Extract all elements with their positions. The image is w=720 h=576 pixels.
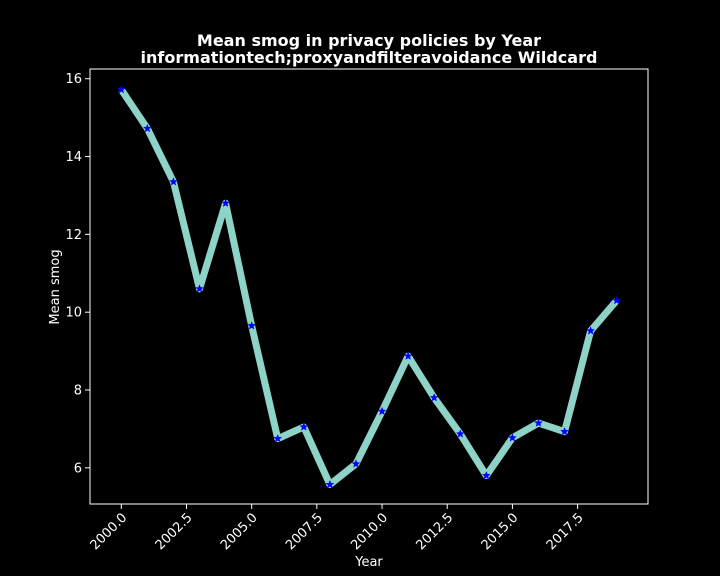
- data-point-star: [507, 433, 517, 442]
- data-point-star: [612, 295, 622, 305]
- data-point-star: [560, 426, 570, 436]
- data-point-star: [377, 406, 387, 416]
- chart-title: Mean smog in privacy policies by Year: [197, 31, 541, 50]
- data-point-star: [221, 198, 231, 208]
- data-point-star: [534, 418, 543, 427]
- data-point-star: [351, 459, 361, 468]
- data-point-star: [481, 470, 491, 480]
- data-point-star: [273, 433, 283, 443]
- data-point-star: [168, 177, 178, 186]
- y-tick-label: 6: [74, 461, 82, 476]
- data-point-star: [116, 84, 126, 94]
- data-point-star: [429, 393, 439, 402]
- data-point-star: [325, 479, 335, 489]
- y-tick-label: 10: [65, 306, 82, 321]
- y-tick-label: 12: [65, 228, 82, 243]
- x-axis-label: Year: [354, 555, 383, 570]
- data-point-star: [299, 422, 309, 431]
- data-point-star: [247, 321, 257, 330]
- chart-subtitle: informationtech;proxyandfilteravoidance …: [141, 48, 598, 67]
- data-point-star: [403, 351, 413, 360]
- plot-frame: [89, 68, 649, 505]
- data-point-star: [455, 429, 465, 438]
- data-point-star: [142, 123, 152, 133]
- data-point-star: [195, 284, 204, 293]
- data-point-star: [586, 326, 596, 335]
- y-tick-label: 8: [74, 383, 82, 398]
- series-line: [118, 87, 620, 489]
- y-tick-label: 14: [65, 150, 82, 165]
- y-tick-label: 16: [65, 72, 82, 87]
- y-axis-label: Mean smog: [48, 249, 63, 324]
